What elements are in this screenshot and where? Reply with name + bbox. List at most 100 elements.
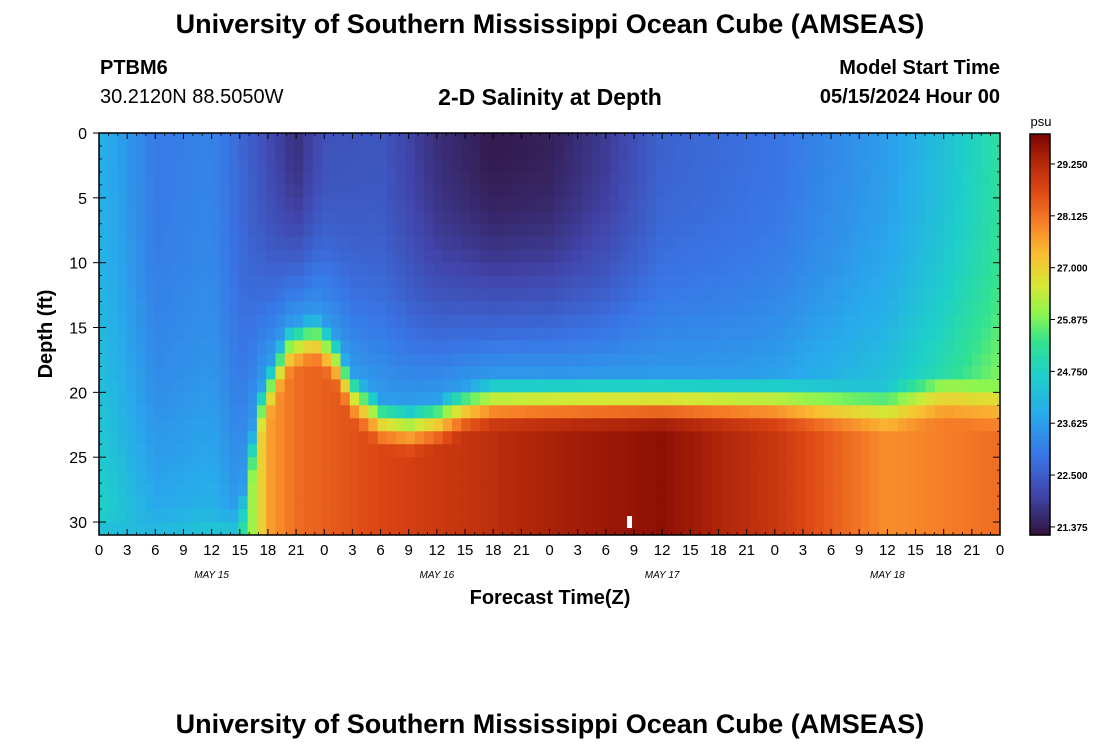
heatmap-cell — [303, 353, 314, 368]
heatmap-cell — [851, 249, 862, 264]
heatmap-cell — [972, 158, 983, 173]
heatmap-cell — [879, 262, 890, 277]
heatmap-cell — [219, 379, 230, 393]
heatmap-cell — [767, 223, 778, 238]
heatmap-cell — [321, 145, 332, 160]
heatmap-cell — [990, 145, 1000, 160]
heatmap-cell — [953, 210, 964, 225]
heatmap-cell — [860, 171, 871, 186]
heatmap-cell — [312, 522, 323, 535]
heatmap-cell — [981, 353, 992, 368]
heatmap-cell — [219, 275, 230, 290]
heatmap-cell — [414, 197, 425, 212]
heatmap-cell — [340, 301, 351, 316]
heatmap-cell — [628, 509, 639, 523]
colorbar-segment — [1030, 431, 1050, 436]
heatmap-cell — [424, 392, 434, 406]
heatmap-cell — [312, 340, 323, 355]
heatmap-cell — [674, 431, 685, 445]
heatmap-cell — [684, 392, 695, 406]
x-tick-label: 3 — [573, 542, 581, 559]
heatmap-cell — [507, 483, 518, 497]
heatmap-cell — [145, 184, 156, 199]
heatmap-cell — [219, 288, 230, 303]
heatmap-cell — [461, 184, 472, 199]
heatmap-cell — [247, 366, 258, 380]
heatmap-cell — [628, 197, 639, 212]
heatmap-cell — [693, 353, 704, 368]
heatmap-cell — [972, 496, 983, 510]
heatmap-cell — [136, 223, 147, 238]
heatmap-cell — [981, 522, 992, 535]
heatmap-cell — [266, 431, 277, 445]
heatmap-cell — [907, 483, 917, 497]
heatmap-cell — [702, 133, 713, 147]
heatmap-cell — [368, 457, 379, 471]
heatmap-cell — [136, 444, 147, 458]
colorbar-segment — [1030, 294, 1050, 299]
heatmap-cell — [535, 522, 546, 535]
heatmap-cell — [219, 405, 230, 419]
colorbar-segment — [1030, 464, 1050, 469]
heatmap-cell — [832, 366, 843, 380]
heatmap-cell — [749, 197, 760, 212]
heatmap-cell — [897, 340, 908, 355]
heatmap-cell — [507, 288, 518, 303]
heatmap-cell — [451, 184, 462, 199]
heatmap-cell — [219, 210, 230, 225]
heatmap-cell — [823, 145, 834, 160]
heatmap-cell — [619, 366, 630, 380]
heatmap-cell — [117, 184, 128, 199]
heatmap-cell — [869, 392, 880, 406]
heatmap-cell — [424, 509, 434, 523]
heatmap-cell — [117, 236, 128, 251]
heatmap-cell — [238, 444, 249, 458]
heatmap-cell — [944, 133, 955, 147]
heatmap-cell — [944, 509, 955, 523]
heatmap-cell — [916, 418, 927, 432]
heatmap-cell — [498, 353, 509, 368]
heatmap-cell — [451, 275, 462, 290]
heatmap-cell — [962, 418, 973, 432]
heatmap-cell — [777, 353, 787, 368]
heatmap-cell — [916, 483, 927, 497]
heatmap-cell — [869, 327, 880, 342]
heatmap-cell — [201, 314, 212, 329]
heatmap-cell — [554, 470, 565, 484]
x-tick-label: 12 — [879, 542, 896, 559]
heatmap-cell — [461, 236, 472, 251]
heatmap-cell — [619, 288, 630, 303]
heatmap-cell — [312, 509, 323, 523]
heatmap-cell — [173, 509, 184, 523]
heatmap-cell — [219, 496, 230, 510]
heatmap-cell — [860, 483, 871, 497]
heatmap-cell — [591, 405, 602, 419]
heatmap-cell — [758, 353, 769, 368]
heatmap-cell — [674, 288, 685, 303]
heatmap-cell — [229, 158, 239, 173]
heatmap-cell — [331, 314, 342, 329]
heatmap-cell — [637, 158, 648, 173]
heatmap-cell — [944, 327, 955, 342]
heatmap-cell — [145, 470, 156, 484]
heatmap-cell — [582, 366, 592, 380]
heatmap-cell — [489, 223, 500, 238]
heatmap-cell — [405, 340, 416, 355]
heatmap-cell — [721, 340, 732, 355]
heatmap-cell — [284, 522, 295, 535]
heatmap-cell — [359, 327, 369, 342]
heatmap-cell — [804, 301, 815, 316]
heatmap-cell — [219, 392, 230, 406]
colorbar-segment — [1030, 514, 1050, 519]
heatmap-cell — [386, 314, 397, 329]
heatmap-cell — [739, 379, 750, 393]
heatmap-cell — [916, 145, 927, 160]
heatmap-cell — [647, 133, 657, 147]
heatmap-cell — [767, 431, 778, 445]
colorbar-segment — [1030, 291, 1050, 295]
heatmap-cell — [572, 158, 583, 173]
heatmap-cell — [201, 405, 212, 419]
heatmap-cell — [897, 314, 908, 329]
heatmap-cell — [229, 496, 239, 510]
heatmap-cell — [925, 431, 936, 445]
